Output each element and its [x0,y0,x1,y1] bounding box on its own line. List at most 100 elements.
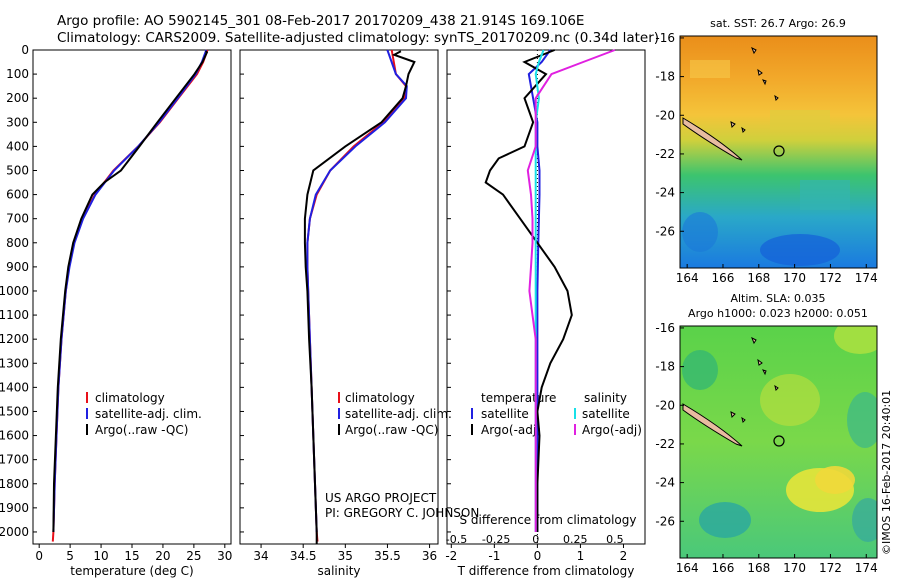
series-line [306,49,408,542]
legend-salinity-head: salinity [584,391,627,405]
map-x-tick-label: 174 [855,271,878,285]
difference-plot-frame [446,49,646,545]
map-y-tick-label: -18 [655,360,675,374]
float-position-marker [773,145,785,157]
x-tick-label: 34 [253,549,268,563]
salinity-axis-label: salinity [317,564,360,578]
map-y-tick-label: -16 [655,321,675,335]
series-line [52,49,208,533]
legend-sal-climatology: climatology [345,391,415,405]
legend-temp-argo: Argo(-adj) [481,423,541,437]
pi-label: PI: GREGORY C. JOHNSON [325,506,479,520]
y-tick-label: 200 [6,91,29,105]
y-tick-label: 1800 [0,477,29,491]
series-line [52,50,209,533]
sst-map-title: sat. SST: 26.7 Argo: 26.9 [710,17,846,30]
s-difference-axis-label: S difference from climatology [460,513,637,527]
salinity-legend: climatology satellite-adj. clim. Argo(..… [338,391,452,437]
map-y-tick-label: -22 [655,147,675,161]
x-tick-label: -2 [445,549,457,563]
legend-climatology: climatology [95,391,165,405]
y-tick-label: 600 [6,188,29,202]
y-tick-label: 1600 [0,429,29,443]
legend-sal-satellite-adj: satellite-adj. clim. [345,407,452,421]
new-caledonia-island [682,117,743,161]
y-tick-label: 1000 [0,284,29,298]
x2-tick-label: -0.5 [446,533,467,546]
legend-temp-satellite: satellite [481,407,529,421]
map-x-tick-label: 168 [747,561,770,575]
vanuatu-islands-2 [730,336,779,423]
map-x-tick-label: 164 [676,561,699,575]
x-tick-label: -1 [488,549,500,563]
x-tick-label: 0 [35,549,43,563]
legend-temperature-head: temperature [481,391,556,405]
x-tick-label: 15 [124,549,139,563]
sst-map-frame [679,35,878,269]
x2-tick-label: 0 [532,533,539,546]
x-tick-label: 20 [155,549,170,563]
vanuatu-islands [730,46,779,133]
map-y-tick-label: -18 [655,70,675,84]
map-y-tick-label: -26 [655,514,675,528]
map-x-tick-label: 170 [783,561,806,575]
t-difference-axis-label: T difference from climatology [457,564,635,578]
y-tick-label: 100 [6,67,29,81]
y-tick-label: 2000 [0,525,29,539]
y-tick-label: 1200 [0,332,29,346]
map-x-tick-label: 164 [676,271,699,285]
map-y-tick-label: -26 [655,224,675,238]
temperature-legend: climatology satellite-adj. clim. Argo(..… [86,391,202,437]
y-tick-label: 1100 [0,308,29,322]
x-tick-label: 10 [93,549,108,563]
map-y-tick-label: -16 [655,31,675,45]
y-tick-label: 900 [6,260,29,274]
map-x-tick-label: 166 [712,271,735,285]
y-tick-label: 400 [6,139,29,153]
series-line [526,49,616,532]
y-tick-label: 700 [6,212,29,226]
x-tick-label: 34.5 [290,549,317,563]
sla-map-title-1: Altim. SLA: 0.035 [730,292,825,305]
x-tick-label: 35 [338,549,353,563]
difference-legend: temperature salinity satellite Argo(-adj… [471,390,642,437]
map-x-tick-label: 170 [783,271,806,285]
profile-title: Argo profile: AO 5902145_301 08-Feb-2017… [57,13,585,29]
y-tick-label: 1700 [0,453,29,467]
y-tick-label: 1500 [0,404,29,418]
series-line [484,49,573,532]
map-y-tick-label: -20 [655,108,675,122]
salinity-plot-frame [239,49,439,545]
legend-sal-satellite: satellite [582,407,630,421]
map-y-tick-label: -20 [655,398,675,412]
project-label: US ARGO PROJECT [325,491,437,505]
map-x-tick-label: 166 [712,561,735,575]
series-line [306,49,408,533]
map-y-tick-label: -24 [655,186,675,200]
y-tick-label: 300 [6,115,29,129]
map-x-tick-label: 174 [855,561,878,575]
series-line [527,49,552,532]
sla-map [680,326,877,558]
float-position-marker-2 [773,435,785,447]
y-tick-label: 500 [6,163,29,177]
x-tick-label: 5 [66,549,74,563]
x2-tick-label: 0.5 [606,533,624,546]
y-tick-label: 1400 [0,380,29,394]
y-tick-label: 1300 [0,356,29,370]
series-line [51,49,209,542]
y-tick-label: 0 [21,43,29,57]
temperature-axis-label: temperature (deg C) [70,564,193,578]
x-tick-label: 0 [534,549,542,563]
sla-map-title-2: Argo h1000: 0.023 h2000: 0.051 [688,307,868,320]
y-tick-label: 1900 [0,501,29,515]
x-tick-label: 1 [577,549,585,563]
x-tick-label: 36 [422,549,437,563]
climatology-title: Climatology: CARS2009. Satellite-adjuste… [57,30,660,46]
sla-map-frame [679,325,878,559]
x-tick-label: 2 [620,549,628,563]
legend-argo: Argo(..raw -QC) [95,423,188,437]
x2-tick-label: 0.25 [563,533,588,546]
temperature-plot-frame [32,49,232,545]
